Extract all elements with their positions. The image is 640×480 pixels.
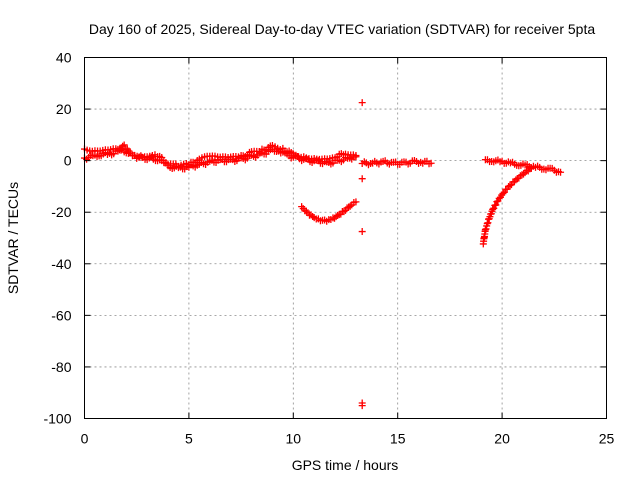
y-tick-labels: 40 20 0 -20 -40 -60 -80 -100 xyxy=(43,50,71,427)
plot-area xyxy=(81,99,565,410)
data-point-marker xyxy=(334,211,342,219)
axis-ticks xyxy=(84,57,607,419)
data-point-marker xyxy=(358,402,366,410)
data-point-marker xyxy=(343,204,351,212)
x-tick-label: 0 xyxy=(81,431,89,447)
data-point-marker xyxy=(302,207,310,215)
data-point-marker xyxy=(309,212,317,220)
y-tick-label: 20 xyxy=(56,101,72,117)
y-tick-label: -60 xyxy=(51,307,71,323)
data-point-marker xyxy=(358,175,366,183)
data-point-marker xyxy=(489,205,497,213)
y-tick-label: -80 xyxy=(51,359,71,375)
x-tick-label: 5 xyxy=(185,431,193,447)
x-tick-labels: 0 5 10 15 20 25 xyxy=(81,431,615,447)
data-point-marker xyxy=(520,170,527,178)
y-tick-label: -40 xyxy=(51,256,71,272)
y-tick-label: -20 xyxy=(51,204,71,220)
y-tick-label: 0 xyxy=(64,153,72,169)
x-tick-label: 20 xyxy=(494,431,510,447)
y-tick-label: -100 xyxy=(43,411,71,427)
plot-frame xyxy=(84,57,607,419)
x-tick-label: 25 xyxy=(599,431,615,447)
grid xyxy=(84,57,607,419)
data-point-marker xyxy=(506,182,514,190)
chart-title: Day 160 of 2025, Sidereal Day-to-day VTE… xyxy=(89,21,596,37)
y-axis-label: SDTVAR / TECUs xyxy=(5,182,21,294)
x-tick-label: 10 xyxy=(286,431,302,447)
data-point-marker xyxy=(346,202,354,210)
data-point-marker xyxy=(352,151,360,159)
x-axis-label: GPS time / hours xyxy=(292,457,399,473)
data-point-marker xyxy=(352,198,360,206)
data-point-marker xyxy=(557,168,565,176)
data-point-marker xyxy=(516,172,524,180)
data-point-marker xyxy=(427,159,435,167)
data-point-marker xyxy=(499,190,507,198)
data-point-marker xyxy=(358,228,366,236)
data-point-marker xyxy=(358,99,366,107)
data-point-marker xyxy=(527,164,535,172)
data-point-marker xyxy=(340,208,348,216)
y-tick-label: 40 xyxy=(56,50,72,66)
data-point-marker xyxy=(120,141,128,149)
x-tick-label: 15 xyxy=(390,431,406,447)
data-point-marker xyxy=(492,201,500,209)
